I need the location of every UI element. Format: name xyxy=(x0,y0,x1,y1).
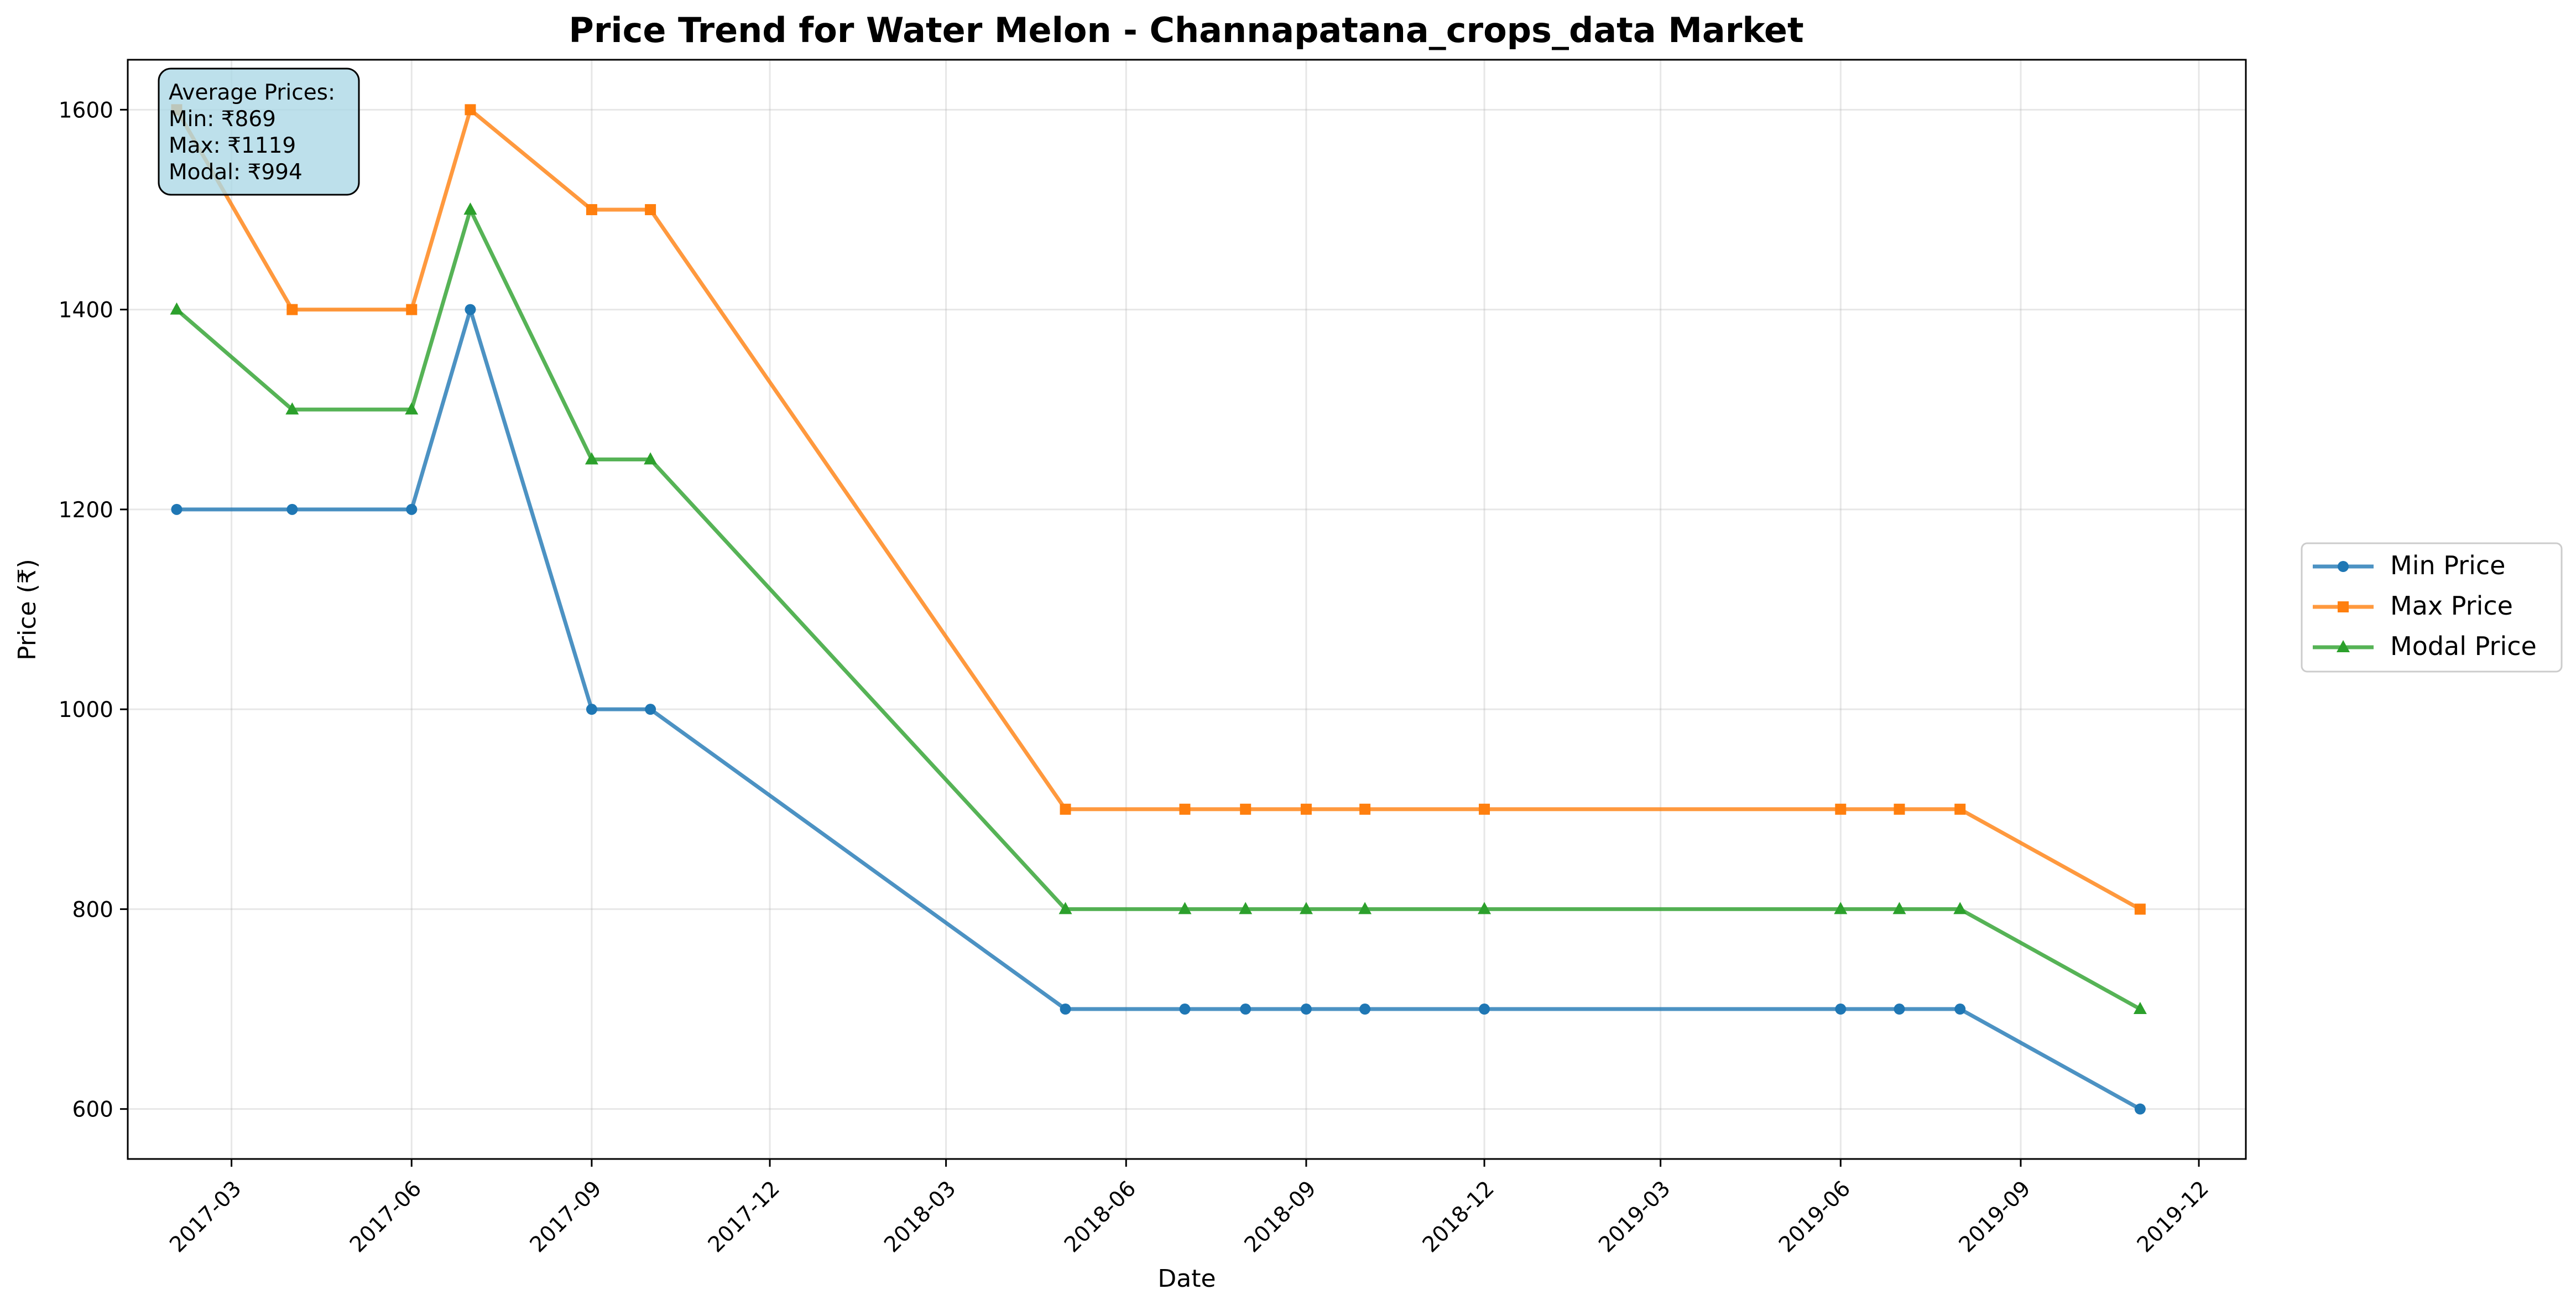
data-point xyxy=(1894,1004,1905,1015)
data-point xyxy=(1299,902,1313,914)
data-point xyxy=(170,302,184,315)
x-tick-label: 2018-09 xyxy=(1240,1176,1321,1257)
series-min-price xyxy=(171,304,2146,1115)
y-tick-label: 1400 xyxy=(59,298,113,323)
series-line xyxy=(175,107,2141,911)
y-tick-label: 600 xyxy=(72,1098,113,1122)
x-tick-label: 2017-03 xyxy=(165,1176,246,1257)
data-point xyxy=(406,304,418,315)
series-line xyxy=(176,308,2141,1111)
data-point xyxy=(463,202,477,215)
y-tick-label: 800 xyxy=(72,897,113,922)
data-point xyxy=(1240,1004,1252,1015)
legend-label-modal: Modal Price xyxy=(2390,631,2537,661)
average-prices-annotation: Average Prices: Min: ₹869 Max: ₹1119 Mod… xyxy=(158,67,360,196)
data-point xyxy=(2134,903,2146,915)
y-axis-label: Price (₹) xyxy=(13,559,41,661)
x-tick-label: 2017-06 xyxy=(345,1176,426,1257)
data-point xyxy=(285,402,299,415)
data-point xyxy=(1954,1004,1966,1015)
legend: Min Price Max Price Modal Price xyxy=(2301,542,2563,673)
x-tick-label: 2018-03 xyxy=(879,1176,961,1257)
data-point xyxy=(286,304,298,315)
data-point xyxy=(585,452,598,465)
y-tick-label: 1200 xyxy=(59,498,113,523)
series-modal-price xyxy=(170,202,2147,1015)
data-point xyxy=(1479,1004,1490,1015)
data-point xyxy=(1358,902,1372,914)
data-point xyxy=(1300,1004,1312,1015)
data-point xyxy=(1300,803,1312,815)
data-point xyxy=(1359,803,1371,815)
annotation-line-heading: Average Prices: xyxy=(169,80,335,105)
x-axis-label: Date xyxy=(1157,1265,1216,1293)
data-point xyxy=(1239,902,1253,914)
data-point xyxy=(586,204,597,215)
plot-frame xyxy=(127,59,2247,1160)
data-point xyxy=(1835,1004,1847,1015)
data-point xyxy=(1060,803,1071,815)
data-point xyxy=(405,402,419,415)
chart-title: Price Trend for Water Melon - Channapata… xyxy=(569,10,1803,50)
data-point xyxy=(1179,803,1191,815)
legend-marker xyxy=(2338,561,2349,572)
x-tick-label: 2019-12 xyxy=(2132,1176,2214,1257)
annotation-line-min: Min: ₹869 xyxy=(169,107,276,132)
data-point xyxy=(1953,902,1967,914)
data-point xyxy=(1058,902,1072,914)
annotation-line-max: Max: ₹1119 xyxy=(169,133,296,158)
legend-label-min: Min Price xyxy=(2390,550,2505,580)
y-tick-label: 1600 xyxy=(59,98,113,123)
x-tick-label: 2018-12 xyxy=(1418,1176,1499,1257)
axis-ticks: 2017-03 2017-06 2017-09 2017-12 2018-03 2018-… xyxy=(59,98,2214,1257)
data-point xyxy=(1240,803,1252,815)
data-point xyxy=(406,503,418,515)
data-point xyxy=(644,452,658,465)
legend-marker xyxy=(2337,640,2350,652)
data-point xyxy=(1954,803,1966,815)
data-point xyxy=(1834,902,1848,914)
data-point xyxy=(465,304,476,315)
data-point xyxy=(1359,1004,1371,1015)
data-point xyxy=(2133,1002,2147,1015)
data-point xyxy=(465,104,476,116)
x-tick-label: 2018-06 xyxy=(1060,1176,1141,1257)
data-point xyxy=(171,503,182,515)
annotation-box xyxy=(158,67,360,196)
legend-marker xyxy=(2338,601,2349,612)
data-point xyxy=(1479,803,1490,815)
data-point xyxy=(2134,1103,2146,1115)
series-line xyxy=(175,207,2141,1011)
x-tick-label: 2017-12 xyxy=(703,1176,785,1257)
data-point xyxy=(1060,1004,1071,1015)
data-point xyxy=(1835,803,1847,815)
plot-series xyxy=(170,104,2147,1115)
legend-box xyxy=(2301,542,2563,673)
data-point xyxy=(645,204,656,215)
annotation-line-modal: Modal: ₹994 xyxy=(169,160,303,185)
data-point xyxy=(1892,902,1906,914)
data-point xyxy=(1178,902,1192,914)
legend-markers xyxy=(2313,561,2374,652)
data-point xyxy=(645,704,656,715)
x-tick-label: 2019-09 xyxy=(1954,1176,2036,1257)
data-point xyxy=(1894,803,1905,815)
legend-label-max: Max Price xyxy=(2390,591,2513,621)
x-tick-label: 2019-06 xyxy=(1774,1176,1855,1257)
data-point xyxy=(1478,902,1492,914)
x-tick-label: 2019-03 xyxy=(1594,1176,1675,1257)
y-tick-label: 1000 xyxy=(59,698,113,722)
grid-lines xyxy=(128,60,2246,1159)
x-tick-label: 2017-09 xyxy=(525,1176,607,1257)
data-point xyxy=(286,503,298,515)
data-point xyxy=(1179,1004,1191,1015)
data-point xyxy=(586,704,597,715)
